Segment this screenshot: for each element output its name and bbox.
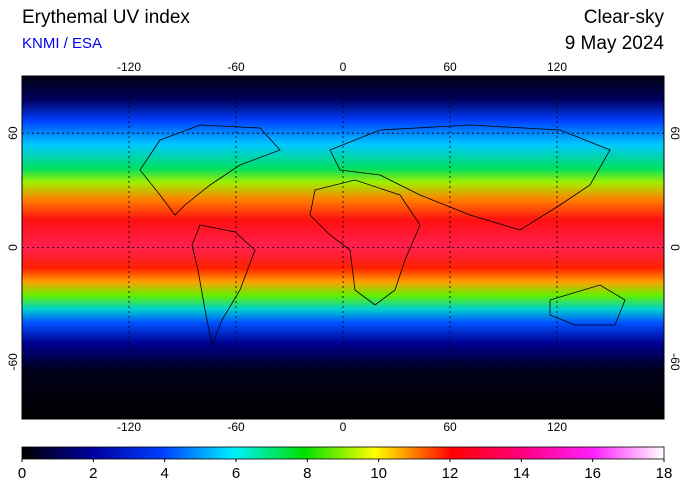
lat-tick-label: 0	[668, 244, 682, 251]
lon-tick-label: 120	[547, 60, 567, 74]
lon-tick-label: -60	[227, 420, 245, 434]
product: Clear-sky	[584, 7, 665, 28]
colorbar-tick-label: 16	[584, 465, 601, 482]
lon-tick-label: 120	[547, 420, 567, 434]
colorbar-tick-label: 18	[656, 465, 673, 482]
lon-tick-label: -60	[227, 60, 245, 74]
colorbar-tick-label: 12	[442, 465, 459, 482]
lon-tick-label: 0	[340, 60, 347, 74]
coastlines	[139, 124, 626, 347]
lat-tick-label: 60	[6, 126, 20, 140]
colorbar-tick-label: 8	[303, 465, 311, 482]
lon-tick-label: -120	[117, 60, 141, 74]
lat-tick-label: 60	[668, 126, 682, 140]
lat-tick-label: -60	[668, 353, 682, 371]
lon-tick-label: 60	[443, 420, 457, 434]
colorbar-tick-label: 0	[18, 465, 26, 482]
lat-tick-label: -60	[6, 353, 20, 371]
lon-tick-label: 0	[340, 420, 347, 434]
lat-tick-label: 0	[6, 244, 20, 251]
title: Erythemal UV index	[22, 7, 190, 28]
colorbar-tick-label: 6	[232, 465, 240, 482]
date: 9 May 2024	[565, 33, 665, 54]
lon-tick-label: 60	[443, 60, 457, 74]
colorbar-tick-label: 14	[513, 465, 530, 482]
lon-tick-label: -120	[117, 420, 141, 434]
source: KNMI / ESA	[22, 35, 102, 52]
colorbar	[21, 446, 665, 460]
colorbar-tick-label: 2	[89, 465, 97, 482]
colorbar-tick-label: 10	[370, 465, 387, 482]
colorbar-tick-label: 4	[160, 465, 168, 482]
